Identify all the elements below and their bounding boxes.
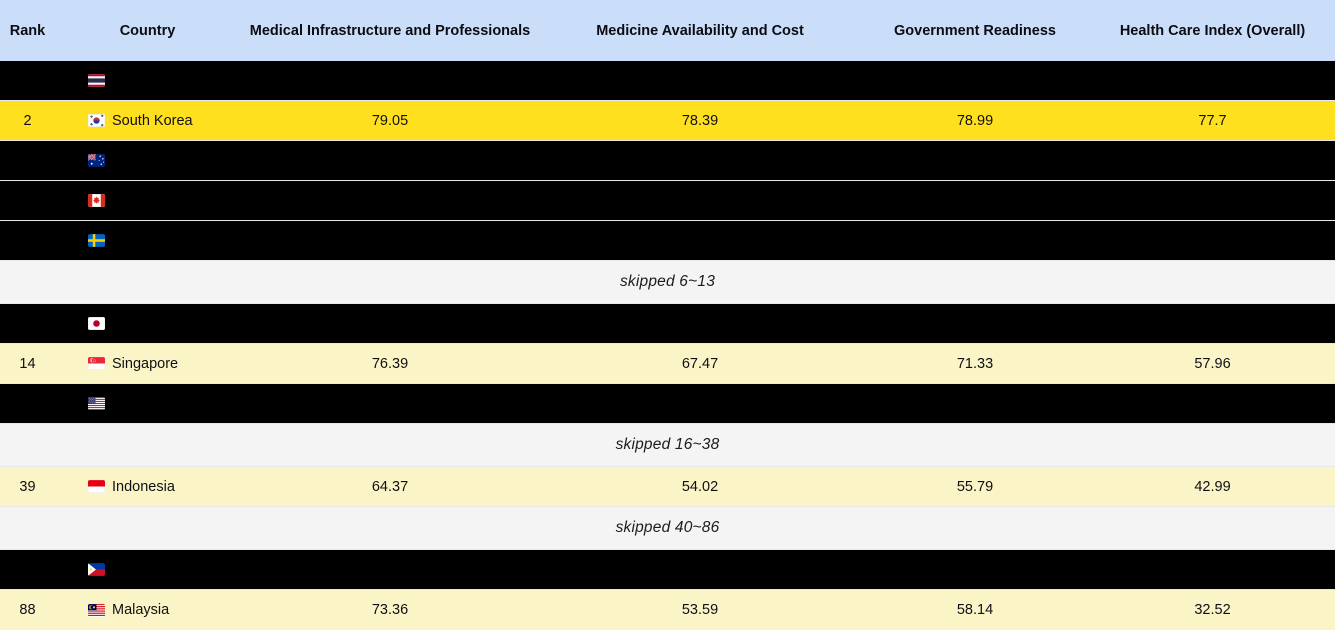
table-row xyxy=(0,221,1335,261)
sweden-flag-icon xyxy=(88,234,105,247)
country-name: Singapore xyxy=(112,355,179,372)
table-row xyxy=(0,304,1335,344)
skipped-label: skipped 40~86 xyxy=(615,519,720,536)
country-cell xyxy=(55,397,240,410)
health-care-index-value: 57.96 xyxy=(1194,355,1231,372)
indonesia-flag-icon xyxy=(88,480,105,493)
rank-cell: 88 xyxy=(19,602,36,618)
government-readiness-value: 55.79 xyxy=(956,478,994,495)
rank-cell: 2 xyxy=(23,112,32,129)
table-row xyxy=(0,61,1335,101)
medicine-availability-value: 54.02 xyxy=(681,478,719,495)
medical-infrastructure-value: 73.36 xyxy=(371,602,409,618)
country-cell xyxy=(55,234,240,247)
table-row: 14 Singapore 76.39 67.47 71.33 57.96 xyxy=(0,344,1335,384)
government-readiness-value: 71.33 xyxy=(956,355,994,372)
medical-infrastructure-value: 64.37 xyxy=(371,478,409,495)
skipped-label: skipped 6~13 xyxy=(619,273,716,290)
medical-infrastructure-value: 79.05 xyxy=(371,112,409,129)
skipped-rows-divider: skipped 16~38 xyxy=(0,424,1335,467)
country-cell xyxy=(55,317,240,330)
table-row xyxy=(0,181,1335,221)
singapore-flag-icon xyxy=(88,357,105,370)
table-row: 2 South Korea 79.05 78.39 78.99 77.7 xyxy=(0,101,1335,141)
table-row xyxy=(0,384,1335,424)
column-header-medical-infrastructure: Medical Infrastructure and Professionals xyxy=(249,22,531,39)
country-cell: Malaysia xyxy=(55,602,240,618)
country-cell: South Korea xyxy=(55,113,240,129)
medicine-availability-value: 53.59 xyxy=(681,602,719,618)
table-row: 39 Indonesia 64.37 54.02 55.79 42.99 xyxy=(0,467,1335,507)
country-name: South Korea xyxy=(112,112,193,129)
table-row xyxy=(0,550,1335,590)
south-korea-flag-icon xyxy=(88,114,105,127)
united-states-flag-icon xyxy=(88,397,105,410)
health-care-index-value: 77.7 xyxy=(1198,112,1227,129)
skipped-rows-divider: skipped 6~13 xyxy=(0,261,1335,304)
australia-flag-icon xyxy=(88,154,105,167)
country-cell xyxy=(55,563,240,576)
health-care-index-value: 42.99 xyxy=(1194,478,1231,495)
table-row: 88 Malaysia 73.36 53.59 58.14 32.52 xyxy=(0,590,1335,630)
country-cell: Indonesia xyxy=(55,479,240,495)
rank-cell: 39 xyxy=(19,478,36,495)
table-row xyxy=(0,141,1335,181)
column-header-health-care-index: Health Care Index (Overall) xyxy=(1119,22,1306,39)
malaysia-flag-icon xyxy=(88,603,105,617)
country-cell xyxy=(55,74,240,87)
government-readiness-value: 58.14 xyxy=(956,602,994,618)
canada-flag-icon xyxy=(88,194,105,207)
government-readiness-value: 78.99 xyxy=(956,112,994,129)
thailand-flag-icon xyxy=(88,74,105,87)
table-header: Rank Country Medical Infrastructure and … xyxy=(0,0,1335,61)
country-name: Indonesia xyxy=(112,478,175,495)
column-header-rank: Rank xyxy=(9,22,46,39)
country-cell xyxy=(55,154,240,167)
column-header-government-readiness: Government Readiness xyxy=(894,22,1056,39)
health-care-index-value: 32.52 xyxy=(1194,602,1231,618)
skipped-label: skipped 16~38 xyxy=(615,436,720,453)
column-header-medicine-availability: Medicine Availability and Cost xyxy=(596,22,804,39)
philippines-flag-icon xyxy=(88,563,105,576)
country-name: Malaysia xyxy=(112,602,170,618)
skipped-rows-divider: skipped 40~86 xyxy=(0,507,1335,550)
country-cell: Singapore xyxy=(55,356,240,372)
medicine-availability-value: 78.39 xyxy=(681,112,719,129)
rank-cell: 14 xyxy=(19,355,36,372)
medicine-availability-value: 67.47 xyxy=(681,355,719,372)
japan-flag-icon xyxy=(88,317,105,330)
medical-infrastructure-value: 76.39 xyxy=(371,355,409,372)
country-cell xyxy=(55,194,240,207)
column-header-country: Country xyxy=(119,22,176,39)
